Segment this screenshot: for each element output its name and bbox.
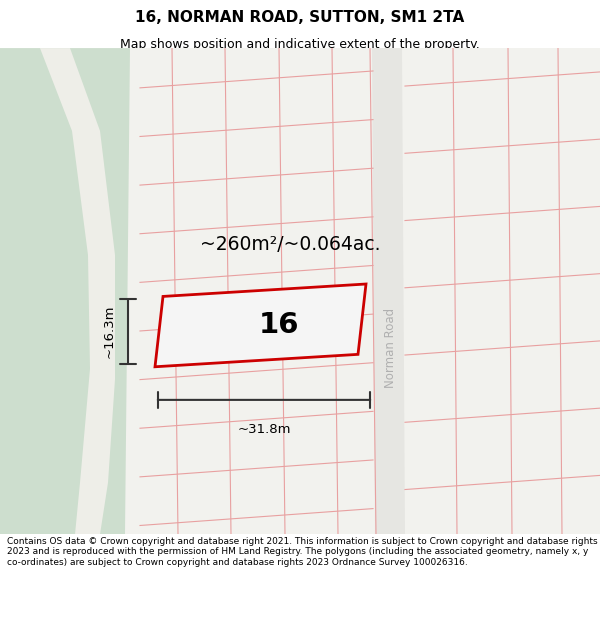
Polygon shape [0, 48, 165, 534]
Text: ~31.8m: ~31.8m [237, 422, 291, 436]
Text: 16: 16 [258, 311, 299, 339]
Polygon shape [372, 48, 405, 534]
Text: Map shows position and indicative extent of the property.: Map shows position and indicative extent… [120, 38, 480, 51]
Text: Contains OS data © Crown copyright and database right 2021. This information is : Contains OS data © Crown copyright and d… [7, 537, 598, 567]
Polygon shape [30, 48, 115, 534]
Polygon shape [125, 48, 600, 534]
Text: ~16.3m: ~16.3m [103, 305, 116, 358]
Text: ~260m²/~0.064ac.: ~260m²/~0.064ac. [200, 235, 380, 254]
Text: Norman Road: Norman Road [383, 308, 397, 388]
Polygon shape [155, 284, 366, 367]
Text: 16, NORMAN ROAD, SUTTON, SM1 2TA: 16, NORMAN ROAD, SUTTON, SM1 2TA [136, 9, 464, 24]
Polygon shape [520, 48, 600, 131]
